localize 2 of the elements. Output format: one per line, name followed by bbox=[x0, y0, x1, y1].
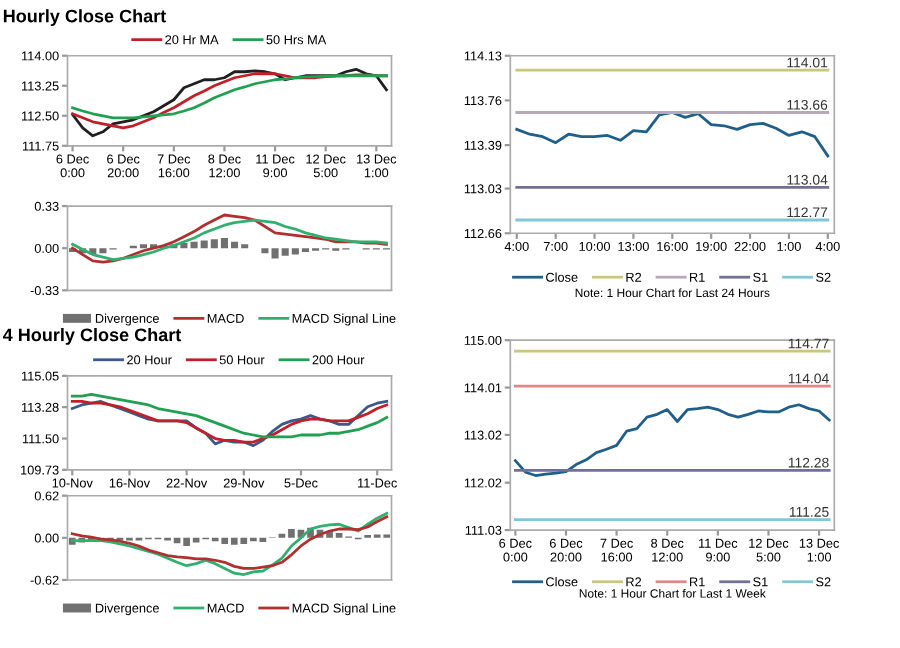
chart-title: 4 Hourly Close Chart bbox=[2, 328, 182, 345]
chart-title: Hourly Close Chart bbox=[3, 9, 167, 26]
